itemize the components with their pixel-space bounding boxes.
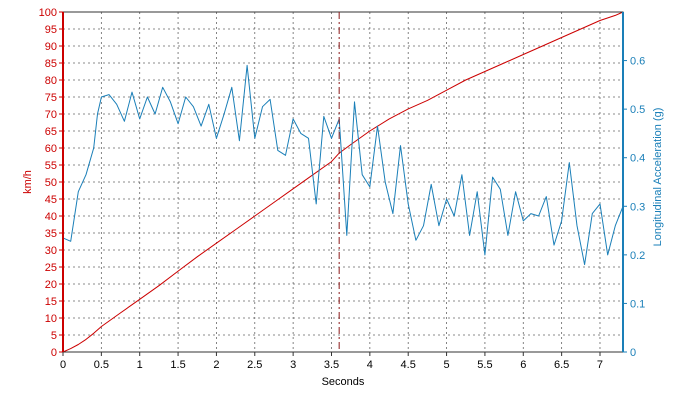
y-left-tick-label: 75	[45, 92, 57, 104]
x-axis-title: Seconds	[322, 376, 365, 388]
y-left-tick-label: 80	[45, 75, 57, 87]
y-left-tick-label: 70	[45, 109, 57, 121]
x-tick-label: 1.5	[170, 359, 185, 371]
y-right-axis-title: Longitudinal Acceleration (g)	[652, 108, 664, 247]
y-left-tick-label: 40	[45, 211, 57, 223]
y-left-tick-label: 45	[45, 194, 57, 206]
x-tick-label: 2.5	[247, 359, 262, 371]
y-left-tick-label: 5	[51, 330, 57, 342]
y-left-tick-label: 10	[45, 313, 57, 325]
y-left-tick-label: 30	[45, 245, 57, 257]
y-right-tick-label: 0.4	[630, 153, 645, 165]
x-tick-label: 4	[367, 359, 373, 371]
x-tick-label: 0.5	[94, 359, 109, 371]
y-right-tick-label: 0.1	[630, 298, 645, 310]
y-left-axis-title: km/h	[22, 170, 34, 194]
y-left-tick-label: 90	[45, 41, 57, 53]
x-tick-label: 3.5	[324, 359, 339, 371]
y-right-tick-label: 0.2	[630, 250, 645, 262]
x-tick-label: 7	[597, 359, 603, 371]
x-tick-label: 2	[213, 359, 219, 371]
y-left-tick-label: 15	[45, 296, 57, 308]
x-tick-label: 0	[60, 359, 66, 371]
y-left-tick-label: 85	[45, 58, 57, 70]
x-tick-label: 1	[137, 359, 143, 371]
x-tick-label: 5	[443, 359, 449, 371]
x-tick-label: 4.5	[401, 359, 416, 371]
y-left-tick-label: 35	[45, 228, 57, 240]
y-left-tick-label: 65	[45, 126, 57, 138]
speed-series-line	[62, 11, 624, 353]
y-right-tick-label: 0	[630, 347, 636, 359]
y-right-tick-label: 0.5	[630, 104, 645, 116]
y-left-tick-label: 55	[45, 160, 57, 172]
axes: 0510152025303540455055606570758085909510…	[39, 7, 646, 371]
y-left-tick-label: 95	[45, 24, 57, 36]
y-right-tick-label: 0.6	[630, 56, 645, 68]
y-left-tick-label: 20	[45, 279, 57, 291]
y-right-tick-label: 0.3	[630, 201, 645, 213]
y-left-tick-label: 100	[39, 7, 57, 19]
x-tick-label: 6	[520, 359, 526, 371]
x-tick-label: 6.5	[554, 359, 569, 371]
x-tick-label: 3	[290, 359, 296, 371]
y-left-tick-label: 25	[45, 262, 57, 274]
y-left-tick-label: 50	[45, 177, 57, 189]
y-left-tick-label: 60	[45, 143, 57, 155]
y-left-tick-label: 0	[51, 347, 57, 359]
x-tick-label: 5.5	[477, 359, 492, 371]
grid	[63, 11, 623, 352]
